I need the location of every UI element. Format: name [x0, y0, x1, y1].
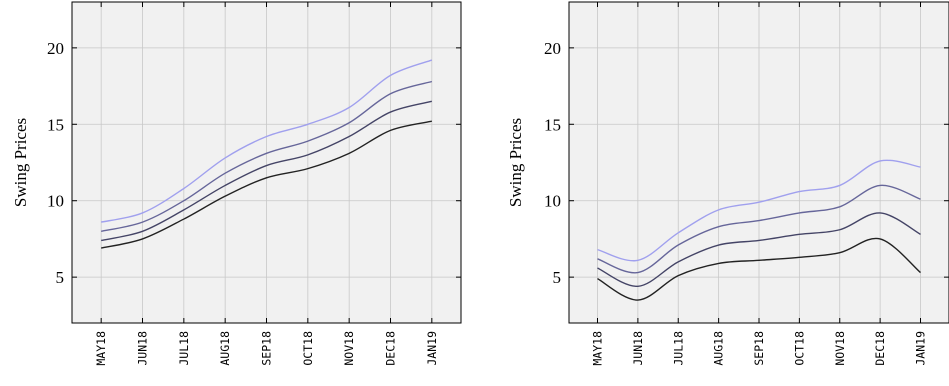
y-tick-label: 5 — [553, 268, 562, 287]
series-line-1 — [101, 120, 432, 249]
y-tick-label: 15 — [47, 115, 64, 134]
x-tick-label: AUG18 — [712, 331, 726, 366]
series-line-3 — [101, 80, 433, 232]
x-tick-label: OCT18 — [792, 331, 806, 366]
x-tick-label: OCT18 — [301, 331, 315, 366]
x-tick-label: JUN18 — [631, 331, 645, 366]
y-tick-label: 10 — [544, 192, 561, 211]
series-line-3 — [597, 184, 921, 274]
series-line-2 — [101, 100, 432, 242]
chart-panel-1: 5 10 15 20 MAY18 JUN18 JUL18 AUG18 SEP18 OCT18 NOV… — [11, 1, 462, 366]
x-tick-label: JAN19 — [914, 331, 928, 366]
y-tick-label: 20 — [47, 39, 64, 58]
y-tick-label: 15 — [544, 115, 561, 134]
y-tick-label: 5 — [56, 268, 65, 287]
series-line-4 — [101, 59, 433, 223]
y-tick-label: 20 — [544, 39, 561, 58]
series-line-2 — [597, 212, 921, 288]
x-tick-label: JAN19 — [425, 331, 439, 366]
x-tick-label: JUL18 — [671, 331, 685, 366]
x-tick-label: DEC18 — [383, 331, 397, 366]
x-tick-label: MAY18 — [94, 331, 108, 366]
series-line-4 — [597, 159, 921, 262]
x-tick-label: SEP18 — [260, 331, 274, 366]
chart-panel-2: 5 10 15 20 MAY18 JUN18 JUL18 AUG18 SEP18 OCT18 NOV… — [506, 1, 949, 366]
y-tick-label: 10 — [47, 192, 64, 211]
x-tick-label: MAY18 — [591, 331, 605, 366]
y-axis-label: Swing Prices — [506, 118, 525, 207]
x-tick-label: JUL18 — [177, 331, 191, 366]
y-axis-label: Swing Prices — [11, 118, 30, 207]
x-tick-label: AUG18 — [218, 331, 232, 366]
x-tick-label: NOV18 — [833, 331, 847, 366]
x-tick-label: SEP18 — [752, 331, 766, 366]
x-tick-label: JUN18 — [136, 331, 150, 366]
x-tick-label: NOV18 — [342, 331, 356, 366]
series-line-1 — [597, 237, 921, 301]
x-tick-label: DEC18 — [873, 331, 887, 366]
